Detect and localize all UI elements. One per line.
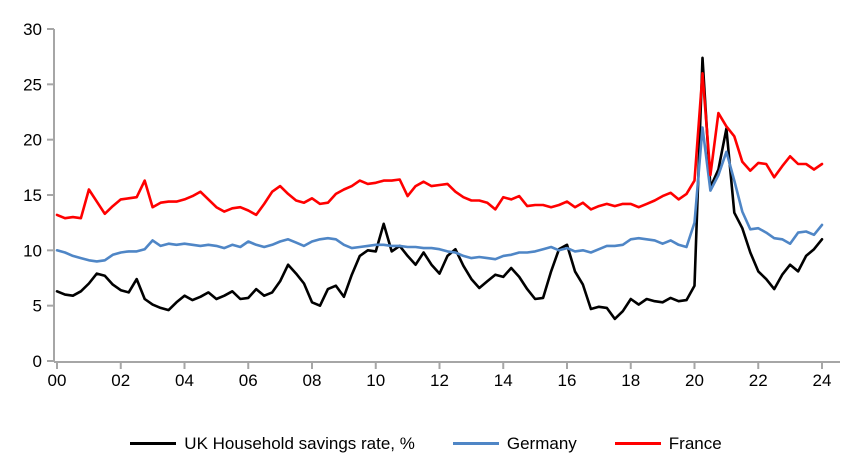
france-legend-label: France <box>668 433 722 453</box>
y-tick-label: 30 <box>23 20 42 39</box>
germany-legend-label: Germany <box>506 433 577 453</box>
series-line-2 <box>55 72 824 220</box>
uk-legend-label: UK Household savings rate, % <box>184 433 415 453</box>
x-tick-label: 12 <box>430 371 449 390</box>
x-tick-label: 04 <box>175 371 194 390</box>
x-tick-label: 22 <box>749 371 768 390</box>
uk-line-swatch <box>130 441 177 445</box>
legend-item-uk: UK Household savings rate, % <box>130 435 415 452</box>
x-tick-label: 08 <box>303 371 322 390</box>
series-line-0 <box>55 56 824 321</box>
germany-line-swatch <box>452 441 499 445</box>
x-tick-label: 14 <box>494 371 513 390</box>
x-tick-label: 06 <box>239 371 258 390</box>
x-tick-label: 18 <box>621 371 640 390</box>
x-tick-label: 20 <box>685 371 704 390</box>
france-line-swatch <box>614 441 661 445</box>
y-tick-label: 10 <box>23 241 42 260</box>
legend-item-france: France <box>614 433 722 453</box>
chart-legend: UK Household savings rate, % Germany Fra… <box>0 428 852 458</box>
legend-item-germany: Germany <box>452 433 577 453</box>
y-tick-label: 25 <box>23 75 42 94</box>
line-chart: 0 5 10 15 20 25 30 00 02 04 06 08 10 12 14 16 18 20 22 24 <box>23 20 840 390</box>
x-tick-label: 24 <box>813 371 832 390</box>
x-tick-label: 00 <box>48 371 67 390</box>
y-tick-label: 15 <box>23 186 42 205</box>
x-tick-label: 16 <box>558 371 577 390</box>
x-tick-label: 02 <box>111 371 130 390</box>
y-tick-label: 5 <box>33 297 42 316</box>
x-tick-label: 10 <box>366 371 385 390</box>
y-tick-label: 20 <box>23 131 42 150</box>
series-line-1 <box>55 126 824 263</box>
y-tick-label: 0 <box>33 352 42 371</box>
